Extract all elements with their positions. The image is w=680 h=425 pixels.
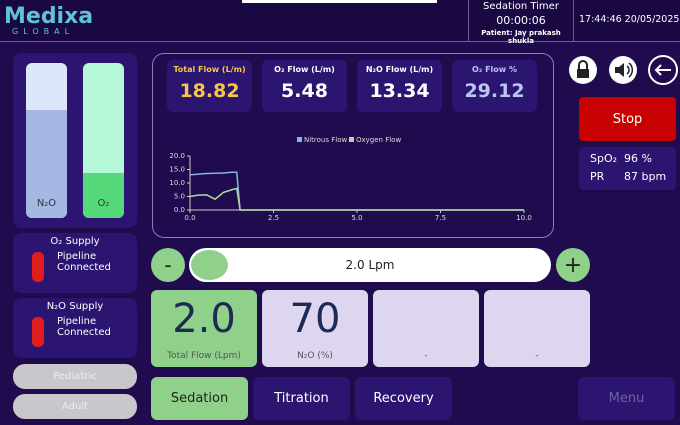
chart-panel bbox=[152, 53, 554, 238]
pr-value: 87 bpm bbox=[624, 170, 667, 183]
y-tick-label: 10.0 bbox=[169, 179, 185, 187]
supply-indicator bbox=[32, 317, 44, 347]
legend-label: Oxygen Flow bbox=[356, 136, 401, 144]
spo2-value: 96 % bbox=[624, 152, 652, 165]
stat-label: O₂ Flow (L/m) bbox=[274, 65, 335, 74]
y-tick-label: 15.0 bbox=[169, 166, 185, 174]
menu-button[interactable]: Menu bbox=[578, 377, 675, 420]
timer-box: Sedation Timer 00:00:06 Patient: Jay pra… bbox=[468, 0, 574, 45]
n2o-gauge bbox=[26, 63, 67, 218]
minus-button[interactable]: - bbox=[151, 248, 185, 282]
series-line bbox=[189, 171, 524, 211]
patient: Patient: Jay prakash shukla bbox=[481, 29, 561, 45]
timer-title: Sedation Timer bbox=[483, 1, 559, 12]
card-label: - bbox=[424, 351, 428, 361]
icon-bar bbox=[569, 55, 678, 85]
legend-swatch bbox=[297, 137, 302, 142]
top-strip bbox=[242, 0, 437, 3]
stat-label: Total Flow (L/m) bbox=[173, 65, 246, 74]
supply-title: O₂ Supply bbox=[50, 236, 100, 247]
x-tick-label: 5.0 bbox=[351, 214, 362, 222]
back-icon[interactable] bbox=[648, 55, 678, 85]
mode-button[interactable]: Adult bbox=[13, 394, 137, 419]
flow-chart: 0.0 5.0 10.0 15.0 20.0 0.0 2.5 5.0 7.5 10.0 Nitrou… bbox=[169, 136, 532, 222]
stat-card: Total Flow (L/m) 18.82 bbox=[167, 60, 252, 112]
stat-card: O₂ Flow % 29.12 bbox=[452, 60, 537, 112]
gauge-label: O₂ bbox=[97, 198, 110, 209]
setting-card[interactable]: 2.0 Total Flow (Lpm) bbox=[151, 290, 257, 367]
y-tick-label: 20.0 bbox=[169, 152, 185, 160]
lock-icon[interactable] bbox=[569, 56, 597, 84]
slider[interactable]: 2.0 Lpm bbox=[189, 248, 551, 282]
supply-status: Pipeline Connected bbox=[57, 251, 111, 273]
o2-gauge bbox=[83, 63, 124, 218]
sound-icon[interactable] bbox=[609, 56, 637, 84]
supply-panel: O₂ Supply Pipeline Connected bbox=[13, 233, 137, 293]
setting-card[interactable]: - bbox=[484, 290, 590, 367]
supply-status: Pipeline Connected bbox=[57, 316, 111, 338]
pr-label: PR bbox=[590, 170, 605, 183]
tab[interactable]: Recovery bbox=[355, 377, 452, 420]
card-value: 70 bbox=[289, 296, 341, 342]
x-tick-label: 10.0 bbox=[516, 214, 532, 222]
setting-card[interactable]: - bbox=[373, 290, 479, 367]
card-label: Total Flow (Lpm) bbox=[167, 351, 241, 361]
timer: 00:00:06 bbox=[496, 14, 546, 27]
x-tick-label: 7.5 bbox=[435, 214, 446, 222]
supply-indicator bbox=[32, 252, 44, 282]
gauge-panel: N₂O O₂ bbox=[13, 53, 137, 228]
legend-swatch bbox=[349, 137, 354, 142]
card-label: - bbox=[535, 351, 539, 361]
stat-card: O₂ Flow (L/m) 5.48 bbox=[262, 60, 347, 112]
supply-panel: N₂O Supply Pipeline Connected bbox=[13, 298, 137, 358]
y-tick-label: 5.0 bbox=[174, 193, 185, 201]
datetime: 17:44:46 20/05/2025 bbox=[579, 14, 680, 25]
card-label: N₂O (%) bbox=[297, 351, 333, 361]
slider-thumb[interactable] bbox=[191, 250, 228, 280]
x-tick-label: 2.5 bbox=[268, 214, 279, 222]
stat-value: 13.34 bbox=[369, 80, 430, 102]
card-value: 2.0 bbox=[172, 296, 236, 342]
supply-title: N₂O Supply bbox=[46, 301, 104, 312]
y-tick-label: 0.0 bbox=[174, 206, 185, 214]
stop-button[interactable]: Stop bbox=[579, 97, 676, 141]
logo-sub: GLOBAL bbox=[12, 27, 75, 36]
series-line bbox=[189, 187, 524, 211]
spo2-label: SpO₂ bbox=[590, 152, 618, 165]
stat-card: N₂O Flow (L/m) 13.34 bbox=[357, 60, 442, 112]
plus-button[interactable]: + bbox=[556, 248, 590, 282]
stat-value: 5.48 bbox=[281, 80, 328, 102]
legend-label: Nitrous Flow bbox=[304, 136, 347, 144]
x-tick-label: 0.0 bbox=[184, 214, 195, 222]
tab[interactable]: Titration bbox=[253, 377, 350, 420]
stat-value: 29.12 bbox=[464, 80, 525, 102]
vitals: SpO₂ 96 % PR 87 bpm bbox=[579, 147, 676, 190]
stat-label: O₂ Flow % bbox=[472, 65, 517, 74]
logo: Medixa bbox=[4, 4, 94, 29]
header bbox=[0, 0, 680, 42]
gauge-label: N₂O bbox=[36, 198, 57, 209]
stat-value: 18.82 bbox=[179, 80, 240, 102]
tab[interactable]: Sedation bbox=[151, 377, 248, 420]
mode-button[interactable]: Pediatric bbox=[13, 364, 137, 389]
setting-card[interactable]: 70 N₂O (%) bbox=[262, 290, 368, 367]
stat-label: N₂O Flow (L/m) bbox=[365, 65, 434, 74]
